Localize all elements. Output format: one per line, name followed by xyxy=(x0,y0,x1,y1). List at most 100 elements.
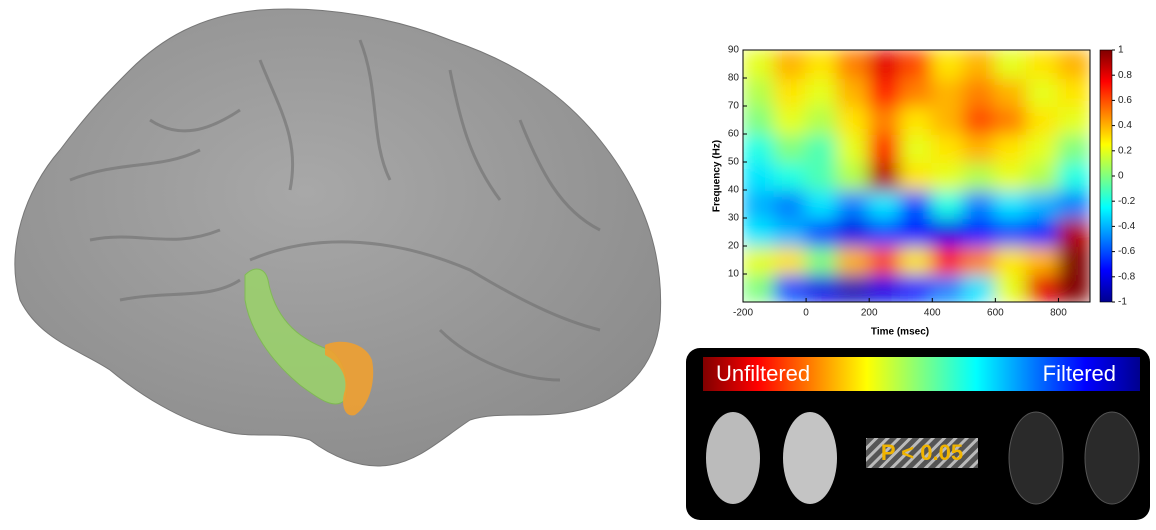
x-axis-label: Time (msec) xyxy=(871,327,929,338)
face xyxy=(783,412,837,504)
heat-cell xyxy=(837,105,871,135)
heat-cell xyxy=(900,273,934,303)
heat-cell xyxy=(994,133,1028,163)
heat-cell xyxy=(742,245,776,275)
x-tick-label: 0 xyxy=(803,308,809,319)
heat-cell xyxy=(774,273,808,303)
heat-cell xyxy=(805,105,839,135)
heat-cell xyxy=(1026,49,1060,79)
colorbar-tick-label: -0.8 xyxy=(1118,271,1136,282)
brain xyxy=(15,9,661,466)
heat-cell xyxy=(837,49,871,79)
heat-cell xyxy=(963,133,997,163)
heat-cell xyxy=(868,217,902,247)
heat-cell xyxy=(994,77,1028,107)
face-filtered xyxy=(1085,412,1139,504)
heat-cell xyxy=(900,77,934,107)
heat-cell xyxy=(774,217,808,247)
colorbar-tick-label: -0.4 xyxy=(1118,221,1136,232)
heat-cell xyxy=(931,273,965,303)
heat-cell xyxy=(837,245,871,275)
face xyxy=(706,412,760,504)
y-tick-label: 40 xyxy=(728,185,740,196)
heat-cell xyxy=(931,217,965,247)
heat-cell xyxy=(1057,189,1091,219)
heat-cell xyxy=(742,105,776,135)
y-tick-label: 10 xyxy=(728,269,740,280)
heat-cell xyxy=(774,133,808,163)
heat-cell xyxy=(1026,245,1060,275)
heat-cell xyxy=(900,133,934,163)
heat-cell xyxy=(1057,161,1091,191)
heat-cell xyxy=(1057,49,1091,79)
colorbar-tick-label: 0.2 xyxy=(1118,145,1132,156)
heat-cell xyxy=(868,273,902,303)
x-tick-label: 600 xyxy=(987,308,1004,319)
heat-cell xyxy=(837,161,871,191)
colorbar-tick-label: 0 xyxy=(1118,171,1124,182)
heat-cell xyxy=(837,133,871,163)
heat-cell xyxy=(900,245,934,275)
x-tick-label: -200 xyxy=(733,308,753,319)
heat-cell xyxy=(1026,273,1060,303)
x-tick-label: 200 xyxy=(861,308,878,319)
page: {"chart_data": {"type": "heatmap", "xlab… xyxy=(0,0,1156,525)
heat-cell xyxy=(994,245,1028,275)
heat-cell xyxy=(931,49,965,79)
heat-cell xyxy=(900,105,934,135)
heat-cell xyxy=(994,189,1028,219)
heat-cell xyxy=(900,49,934,79)
y-tick-label: 60 xyxy=(728,129,740,140)
heatmap xyxy=(742,49,1091,303)
legend-panel: Unfiltered Filtered P < 0.05 xyxy=(686,348,1150,520)
heat-cell xyxy=(868,245,902,275)
heat-cell xyxy=(837,189,871,219)
heat-cell xyxy=(994,105,1028,135)
heat-cell xyxy=(805,133,839,163)
heat-cell xyxy=(931,189,965,219)
heat-cell xyxy=(742,189,776,219)
face-filtered xyxy=(1009,412,1063,504)
heat-cell xyxy=(774,161,808,191)
heat-cell xyxy=(1026,105,1060,135)
significance-label: P < 0.05 xyxy=(881,440,963,465)
x-tick-label: 400 xyxy=(924,308,941,319)
heat-cell xyxy=(1057,77,1091,107)
heat-cell xyxy=(742,77,776,107)
heat-cell xyxy=(742,217,776,247)
heat-cell xyxy=(963,161,997,191)
heat-cell xyxy=(805,217,839,247)
heat-cell xyxy=(963,49,997,79)
heat-cell xyxy=(963,189,997,219)
heat-cell xyxy=(963,217,997,247)
heat-cell xyxy=(868,161,902,191)
heat-cell xyxy=(931,245,965,275)
heat-cell xyxy=(963,245,997,275)
y-tick-label: 20 xyxy=(728,241,740,252)
colorbar-tick-label: 0.4 xyxy=(1118,120,1132,131)
heat-cell xyxy=(963,77,997,107)
heat-cell xyxy=(1026,133,1060,163)
heat-cell xyxy=(868,77,902,107)
heat-cell xyxy=(868,189,902,219)
heat-cell xyxy=(805,49,839,79)
y-tick-label: 70 xyxy=(728,101,740,112)
heat-cell xyxy=(1057,133,1091,163)
heat-cell xyxy=(742,133,776,163)
heat-cell xyxy=(805,161,839,191)
heat-cell xyxy=(900,217,934,247)
heat-cell xyxy=(805,189,839,219)
y-tick-label: 90 xyxy=(728,45,740,56)
colorbar-tick-label: 0.8 xyxy=(1118,70,1132,81)
heat-cell xyxy=(1057,273,1091,303)
heat-cell xyxy=(837,273,871,303)
heat-cell xyxy=(868,105,902,135)
heat-cell xyxy=(963,273,997,303)
heat-cell xyxy=(805,273,839,303)
heat-cell xyxy=(1057,105,1091,135)
heat-cell xyxy=(1057,245,1091,275)
y-tick-label: 30 xyxy=(728,213,740,224)
heat-cell xyxy=(963,105,997,135)
heat-cell xyxy=(931,105,965,135)
colorbar-tick-label: -0.6 xyxy=(1118,246,1136,257)
